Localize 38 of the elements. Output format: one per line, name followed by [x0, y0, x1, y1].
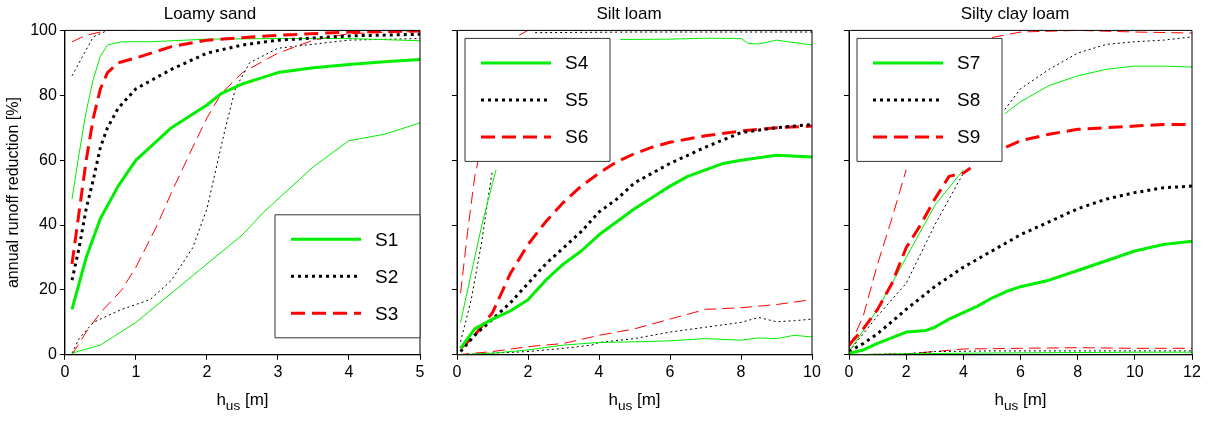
x-tick-label: 10	[1125, 362, 1144, 380]
chart-title: Silty clay loam	[960, 3, 1070, 23]
x-tick-label: 0	[452, 362, 462, 380]
legend-label: S9	[957, 126, 981, 148]
legend-label: S5	[565, 89, 589, 111]
y-tick-label: 0	[47, 345, 57, 363]
y-tick-label: 60	[39, 150, 57, 168]
x-tick-label: 6	[1016, 362, 1026, 380]
x-tick-label: 6	[665, 362, 675, 380]
x-tick-label: 2	[523, 362, 533, 380]
y-axis-title: annual runoff reduction [%]	[4, 97, 22, 289]
y-tick-label: 20	[39, 280, 57, 298]
y-tick-label: 40	[39, 215, 57, 233]
chart-title: Loamy sand	[163, 3, 257, 23]
legend-label: S7	[957, 52, 981, 74]
legend-label: S3	[375, 302, 399, 324]
legend-label: S1	[375, 228, 399, 250]
x-tick-label: 3	[273, 362, 283, 380]
x-tick-label: 4	[594, 362, 604, 380]
x-tick-label: 2	[202, 362, 212, 380]
legend-label: S4	[565, 52, 589, 74]
x-tick-label: 10	[803, 362, 821, 380]
x-tick-label: 4	[344, 362, 354, 380]
x-tick-label: 5	[415, 362, 425, 380]
x-tick-label: 0	[60, 362, 70, 380]
x-tick-label: 2	[901, 362, 911, 380]
x-tick-label: 0	[844, 362, 854, 380]
legend-label: S8	[957, 89, 981, 111]
x-tick-label: 1	[131, 362, 141, 380]
legend-label: S6	[565, 126, 589, 148]
y-tick-label: 80	[39, 85, 57, 103]
y-tick-label: 100	[30, 20, 57, 38]
chart-title: Silt loam	[596, 3, 662, 23]
x-tick-label: 8	[1073, 362, 1083, 380]
x-tick-label: 12	[1183, 362, 1201, 380]
x-tick-label: 4	[958, 362, 968, 380]
legend-label: S2	[375, 265, 399, 287]
x-tick-label: 8	[736, 362, 746, 380]
